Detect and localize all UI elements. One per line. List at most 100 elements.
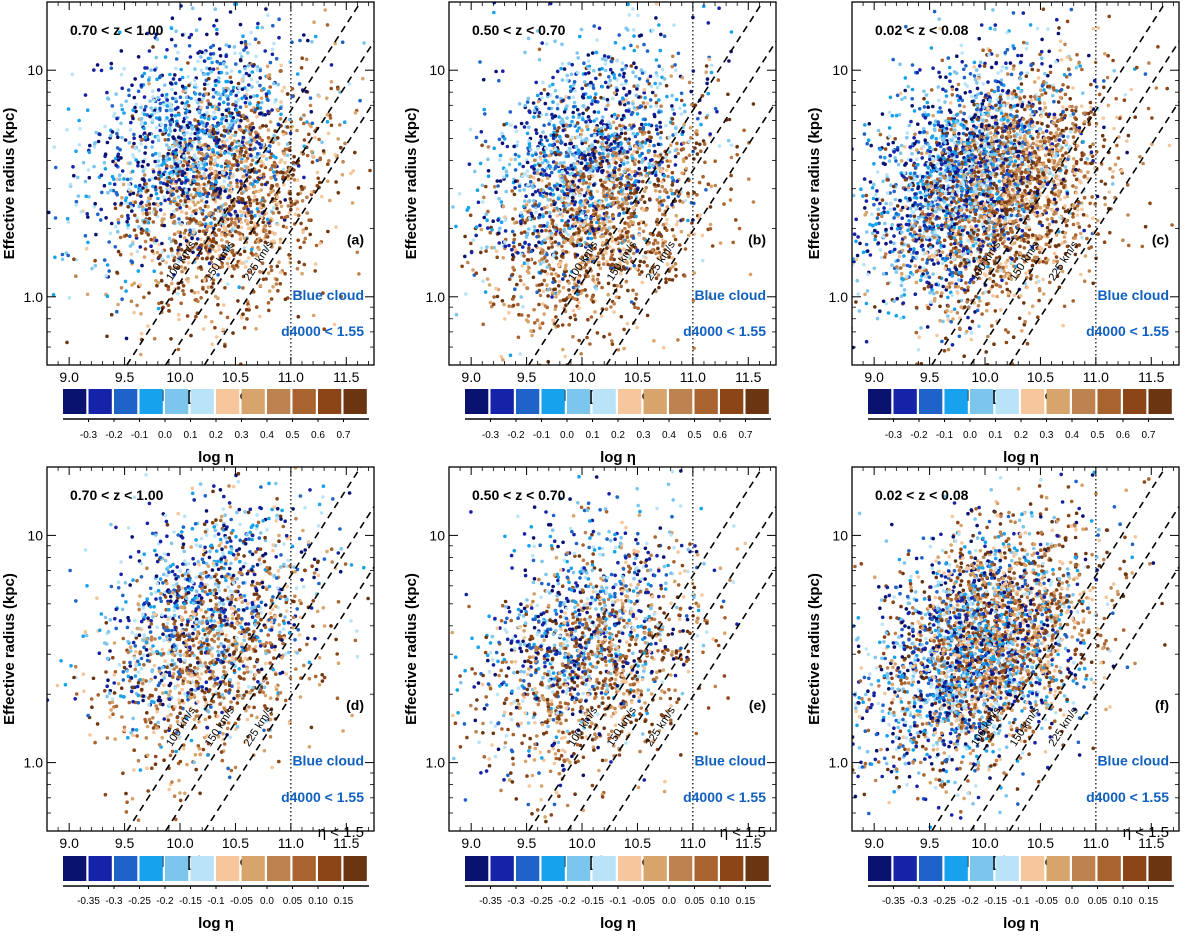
data-point — [618, 101, 622, 105]
data-point — [600, 183, 604, 187]
data-point — [595, 331, 600, 335]
data-point — [687, 153, 692, 158]
data-point — [678, 106, 682, 111]
data-point — [164, 92, 169, 97]
data-point — [181, 284, 186, 288]
data-point — [222, 246, 227, 250]
data-point — [239, 55, 244, 59]
data-point — [136, 163, 140, 168]
data-point — [588, 164, 592, 168]
data-point — [264, 232, 269, 237]
data-point — [187, 233, 192, 237]
data-point — [607, 194, 612, 198]
data-point — [300, 187, 305, 191]
data-point — [647, 162, 652, 166]
data-point — [320, 194, 324, 199]
data-point — [243, 204, 248, 209]
data-point — [616, 205, 621, 210]
data-point — [276, 201, 280, 206]
data-point — [239, 58, 243, 63]
data-point — [214, 233, 218, 237]
data-point — [250, 182, 255, 187]
data-point — [207, 273, 211, 278]
data-point — [209, 152, 213, 157]
data-point — [206, 99, 210, 103]
data-point — [234, 93, 238, 98]
data-point — [562, 227, 567, 232]
data-point — [545, 272, 550, 276]
data-point — [511, 240, 516, 245]
data-point — [545, 283, 549, 287]
data-point — [500, 141, 505, 145]
data-point — [173, 43, 178, 48]
data-point — [552, 130, 556, 135]
data-point — [179, 301, 183, 306]
data-point — [186, 151, 190, 155]
data-point — [526, 319, 530, 324]
data-point — [189, 164, 193, 169]
data-point — [503, 229, 508, 233]
data-point — [244, 188, 248, 192]
data-point — [583, 274, 588, 279]
data-point — [702, 142, 707, 146]
data-point — [125, 177, 130, 182]
data-point — [192, 78, 197, 83]
data-point — [103, 124, 107, 129]
data-point — [549, 272, 554, 276]
data-point — [546, 92, 550, 96]
data-point — [637, 226, 642, 231]
data-point — [151, 169, 156, 174]
data-point — [247, 83, 251, 87]
data-point — [208, 125, 213, 129]
data-point — [151, 89, 155, 93]
data-point — [588, 84, 593, 88]
data-point — [87, 175, 92, 180]
data-point — [674, 126, 678, 131]
data-point — [241, 286, 245, 290]
data-point — [231, 201, 236, 206]
data-point — [517, 184, 522, 188]
data-point — [692, 271, 697, 275]
data-point — [215, 163, 220, 168]
data-point — [235, 178, 239, 183]
data-point — [498, 158, 502, 162]
data-point — [150, 249, 155, 253]
data-point — [141, 186, 145, 190]
data-point — [628, 191, 633, 195]
data-point — [254, 327, 258, 331]
data-point — [221, 100, 226, 105]
data-point — [586, 188, 590, 193]
data-point — [275, 264, 280, 269]
data-point — [224, 43, 228, 47]
data-point — [463, 254, 467, 259]
data-point — [133, 105, 137, 110]
data-point — [94, 130, 98, 135]
data-point — [186, 125, 191, 130]
data-point — [189, 96, 193, 101]
data-point — [318, 157, 323, 162]
data-point — [210, 60, 214, 65]
data-point — [153, 68, 157, 72]
data-point — [576, 115, 581, 120]
data-point — [420, 186, 424, 190]
data-point — [449, 432, 453, 436]
data-point — [486, 174, 491, 178]
data-point — [700, 93, 705, 98]
data-point — [238, 105, 243, 109]
data-point — [616, 348, 621, 352]
data-point — [269, 268, 274, 273]
data-point — [207, 261, 212, 266]
data-point — [274, 56, 279, 61]
data-point — [543, 304, 548, 308]
data-point — [543, 101, 548, 106]
data-point — [545, 138, 549, 143]
data-point — [158, 180, 163, 185]
data-point — [481, 279, 485, 284]
data-point — [562, 196, 567, 200]
data-point — [571, 110, 575, 115]
data-point — [267, 308, 271, 313]
data-point — [691, 218, 695, 222]
data-point — [111, 159, 115, 164]
data-point — [259, 100, 264, 105]
data-point — [613, 237, 618, 242]
